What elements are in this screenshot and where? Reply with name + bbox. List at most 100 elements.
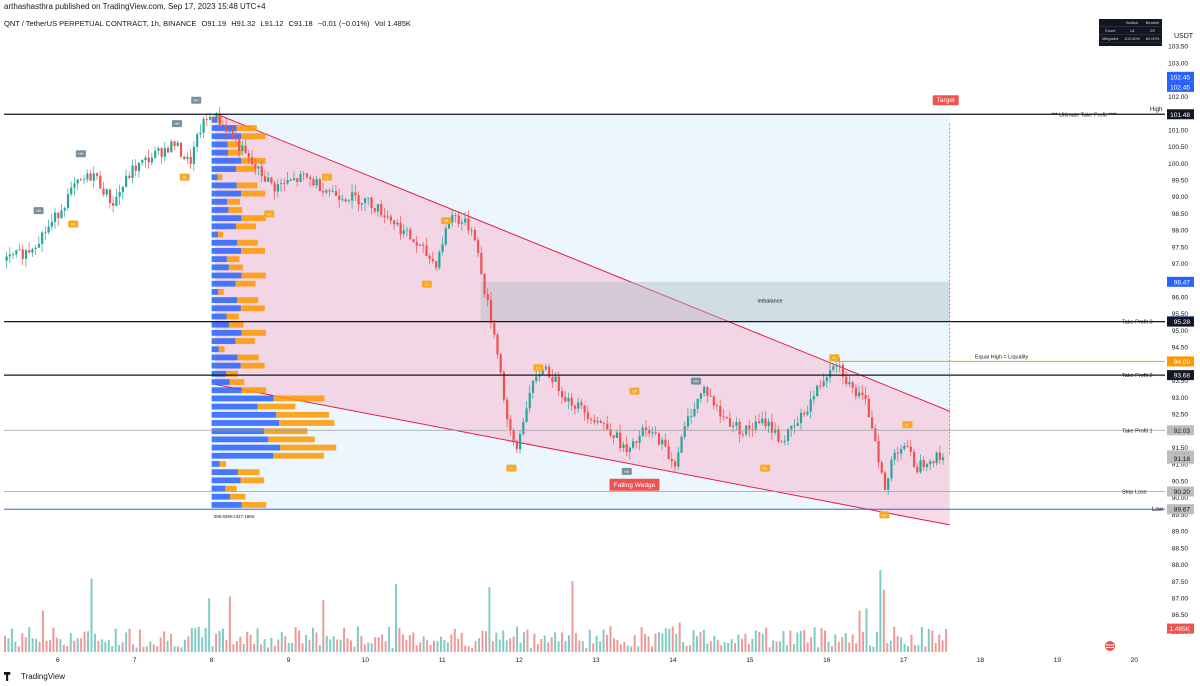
candle-body xyxy=(380,204,383,216)
volume-bar xyxy=(810,637,813,652)
volume-profile-up-bar xyxy=(211,346,219,353)
candle-body xyxy=(893,452,896,460)
pivot-badge xyxy=(75,150,86,158)
volume-bar xyxy=(42,610,45,652)
volume-bar xyxy=(910,634,913,652)
candle-body xyxy=(238,139,241,152)
candle-body xyxy=(919,460,922,473)
volume-bar xyxy=(100,639,103,652)
volume-profile-up-bar xyxy=(211,395,274,402)
pivot-label: LH xyxy=(882,513,887,517)
volume-bar xyxy=(453,628,456,652)
volume-bar xyxy=(813,627,816,652)
volume-bar xyxy=(370,643,373,652)
candle-body xyxy=(231,130,234,139)
candle-body xyxy=(502,372,506,400)
candle-body xyxy=(24,250,28,259)
candle-body xyxy=(622,444,625,449)
volume-profile-up-bar xyxy=(211,215,242,222)
candle-body xyxy=(283,183,286,184)
volume-bar xyxy=(900,637,903,652)
volume-profile-down-bar xyxy=(268,436,315,443)
volume-bar xyxy=(374,637,377,652)
volume-bar xyxy=(547,642,550,652)
candle-body xyxy=(199,132,202,135)
volume-bar xyxy=(446,642,449,652)
pivot-badge xyxy=(321,173,332,181)
candle-body xyxy=(21,249,24,259)
currency-label: USDT xyxy=(1174,33,1194,40)
candle-body xyxy=(580,402,583,406)
candle-body xyxy=(557,376,560,392)
candle-body xyxy=(780,441,783,443)
volume-bar xyxy=(765,627,768,652)
candle-body xyxy=(467,218,470,231)
y-tick-label: 88.00 xyxy=(1172,562,1189,569)
volume-bar xyxy=(384,641,387,652)
volume-profile-down-bar xyxy=(229,321,244,328)
volume-bar xyxy=(616,640,619,652)
volume-bar xyxy=(7,638,10,652)
volume-bar xyxy=(76,638,79,652)
candle-body xyxy=(567,397,570,402)
volume-bar xyxy=(879,570,882,652)
candle-body xyxy=(154,150,157,158)
y-tick-label: 87.50 xyxy=(1172,579,1189,586)
candle-body xyxy=(806,411,809,415)
volume-bar xyxy=(208,598,211,652)
candle-body xyxy=(735,422,738,426)
volume-bar xyxy=(308,640,311,652)
candle-body xyxy=(583,405,586,413)
price-tag-label: 95.28 xyxy=(1174,319,1191,326)
volume-bar xyxy=(426,640,429,652)
candle-body xyxy=(890,459,893,479)
pivot-label: LH xyxy=(536,366,541,370)
volume-bar xyxy=(502,630,505,652)
price-tag xyxy=(1167,81,1194,92)
candle-body xyxy=(770,421,774,433)
y-tick-label: 89.50 xyxy=(1172,512,1189,519)
volume-bar xyxy=(90,578,93,652)
volume-bar xyxy=(270,637,273,652)
candle-body xyxy=(477,240,480,254)
volume-bar xyxy=(886,643,889,652)
volume-bar xyxy=(408,634,411,652)
candle-body xyxy=(777,429,780,442)
close-value: C91.18 xyxy=(288,19,313,28)
y-tick-label: 95.00 xyxy=(1172,328,1189,335)
volume-bar xyxy=(87,631,90,652)
candle-body xyxy=(192,146,196,164)
level-label: Stop Loss xyxy=(1122,489,1147,495)
footer-brand: TradingView xyxy=(4,672,65,681)
symbol-title[interactable]: QNT / TetherUS PERPETUAL CONTRACT, 1h, B… xyxy=(4,19,197,28)
volume-profile-down-bar xyxy=(235,280,256,287)
candle-body xyxy=(176,142,179,146)
volume-profile-up-bar xyxy=(211,502,242,508)
volume-bar xyxy=(754,630,757,652)
volume-bar xyxy=(467,646,470,652)
y-tick-label: 90.00 xyxy=(1172,495,1189,502)
volume-bar xyxy=(799,630,802,652)
candle-body xyxy=(60,210,63,219)
volume-bar xyxy=(744,633,747,652)
candle-body xyxy=(528,392,531,409)
volume-profile-down-bar xyxy=(257,403,296,410)
stats-header-cell xyxy=(1099,19,1122,27)
candle-body xyxy=(402,230,405,235)
x-tick-label: 7 xyxy=(133,657,137,664)
open-value: O91.19 xyxy=(201,19,227,28)
volume-bar xyxy=(595,635,598,652)
volume-bar xyxy=(263,639,266,652)
candle-body xyxy=(909,446,912,452)
volume-profile-down-bar xyxy=(217,174,223,181)
pivot-label: HH xyxy=(78,152,84,156)
volume-bar xyxy=(170,633,173,652)
volume-bar xyxy=(478,638,481,652)
volume-profile-up-bar xyxy=(211,354,238,361)
candle-body xyxy=(444,228,447,245)
volume-bar xyxy=(332,636,335,652)
volume-bar xyxy=(723,642,726,652)
volume-profile-down-bar xyxy=(280,444,337,451)
pivot-label: HH xyxy=(36,209,42,213)
